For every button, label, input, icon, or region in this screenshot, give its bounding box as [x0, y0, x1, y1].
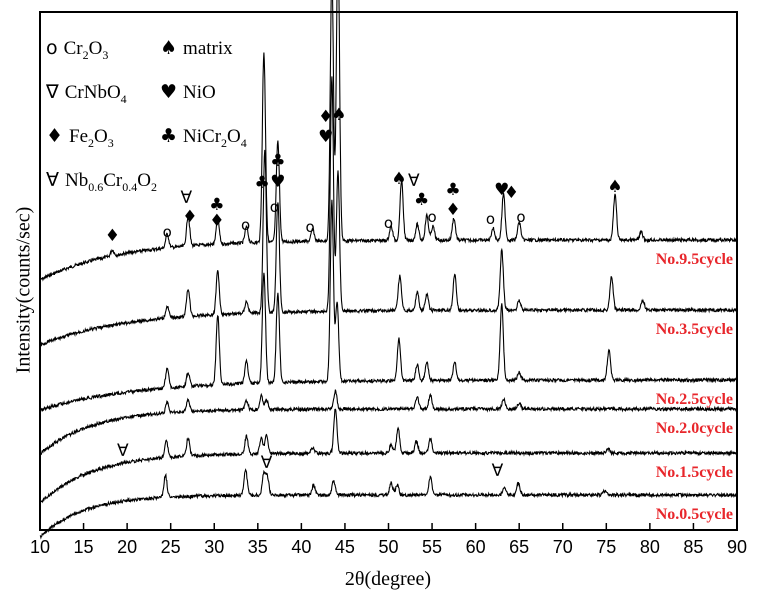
- x-tick-label: 25: [161, 537, 181, 557]
- x-tick-label: 15: [74, 537, 94, 557]
- peak-annotation: ∀: [492, 461, 504, 481]
- peak-annotation: ♦: [504, 183, 519, 203]
- legend-text: CrNbO4: [64, 82, 127, 106]
- series-label: No.0.5cycle: [656, 506, 733, 523]
- y-axis-label: Intensity(counts/sec): [12, 206, 35, 374]
- x-tick-label: 40: [291, 537, 311, 557]
- peak-annotation: ♠: [391, 169, 406, 189]
- peak-annotations-group: ♦ o∀♦♣♦ o♣♣♥oo♦♠♥o♠ ∀♣o♣♦ o♥♦o♠∀∀ ∀: [105, 105, 623, 481]
- x-tick-label: 10: [30, 537, 50, 557]
- peak-annotation: ♦: [445, 200, 460, 220]
- x-tick-label: 75: [596, 537, 616, 557]
- legend-entry: ∇ CrNbO4: [46, 81, 127, 110]
- peak-annotation: o: [516, 208, 525, 226]
- peak-annotation: ♦: [209, 211, 224, 231]
- peak-annotation: ♣: [414, 190, 429, 210]
- peak-annotation: ♠: [331, 105, 346, 125]
- legend-symbol: ∀: [46, 169, 59, 191]
- legend-entry: ♠ matrix: [160, 37, 233, 60]
- x-tick-label: 45: [335, 537, 355, 557]
- x-tick-label: 60: [466, 537, 486, 557]
- peak-annotation: ∀: [181, 188, 193, 208]
- trace-No.9.5cycle: [39, 0, 738, 282]
- legend-entry: o Cr2O3: [46, 37, 108, 66]
- peak-annotation: ∀: [117, 441, 129, 461]
- legend-symbol: ♣: [160, 125, 178, 147]
- x-tick-label: 70: [553, 537, 573, 557]
- peak-annotation: ♣: [445, 180, 460, 200]
- x-tick-label: 20: [117, 537, 137, 557]
- peak-annotation: o: [241, 216, 250, 234]
- peak-annotation: o: [270, 198, 279, 216]
- series-label: No.2.0cycle: [656, 420, 733, 437]
- legend-text: NiO: [183, 82, 216, 103]
- x-tick-label: 30: [204, 537, 224, 557]
- peak-annotation: o: [427, 208, 436, 226]
- trace-No.3.5cycle: [39, 76, 738, 347]
- trace-No.2.0cycle: [39, 389, 738, 456]
- series-label: No.2.5cycle: [656, 391, 733, 408]
- legend-symbol: o: [46, 37, 58, 59]
- x-tick-label: 85: [683, 537, 703, 557]
- legend-text: matrix: [183, 38, 233, 59]
- peak-annotation: ∀: [261, 453, 273, 473]
- peak-annotation: ♥: [318, 127, 333, 147]
- series-label: No.3.5cycle: [656, 321, 733, 338]
- legend-entry: ♥ NiO: [160, 81, 216, 104]
- peak-annotation: o: [486, 210, 495, 228]
- x-tick-label: 35: [248, 537, 268, 557]
- traces-group: [39, 0, 738, 540]
- peak-annotation: o: [305, 218, 314, 236]
- x-tick-label: 80: [640, 537, 660, 557]
- trace-No.2.5cycle: [39, 199, 738, 412]
- peak-annotation: ♣: [255, 173, 270, 193]
- legend-text: NiCr2O4: [183, 126, 247, 150]
- legend-entry: ♣ NiCr2O4: [160, 125, 247, 154]
- trace-No.0.5cycle: [39, 468, 738, 540]
- x-tick-label: 55: [422, 537, 442, 557]
- peak-annotation: o: [384, 214, 393, 232]
- series-labels-group: No.9.5cycle No.3.5cycle No.2.5cycle No.2.0c…: [656, 251, 733, 523]
- x-tick-label: 50: [378, 537, 398, 557]
- legend-text: Nb0.6Cr0.4O2: [65, 170, 157, 194]
- peak-annotation: ♦: [318, 107, 333, 127]
- peak-annotation: o: [163, 223, 172, 241]
- legend-entry: ∀ Nb0.6Cr0.4O2: [46, 169, 157, 198]
- series-label: No.1.5cycle: [656, 464, 733, 481]
- legend-text: Cr2O3: [63, 38, 109, 62]
- peak-annotation: ♣: [209, 195, 224, 215]
- series-label: No.9.5cycle: [656, 251, 733, 268]
- peak-annotation: ∀: [408, 171, 420, 191]
- peak-annotation: ♦: [105, 226, 120, 246]
- legend-symbol: ♥: [160, 81, 178, 103]
- legend-symbol: ♠: [160, 37, 178, 59]
- x-ticks-group: 10 15 20 25 30 35 40 45 50 55 60 65 70 75 80 85 90: [30, 523, 747, 557]
- x-axis-label: 2θ(degree): [344, 568, 432, 590]
- x-tick-label: 90: [727, 537, 747, 557]
- legend-text: Fe2O3: [69, 126, 114, 150]
- peak-annotation: ♦: [182, 207, 197, 227]
- trace-No.1.5cycle: [39, 408, 738, 504]
- x-tick-label: 65: [509, 537, 529, 557]
- peak-annotation: ♥: [270, 172, 285, 192]
- peak-annotation: ♠: [607, 177, 622, 197]
- legend-symbol: ∇: [46, 81, 59, 103]
- peak-annotation: ♥: [494, 180, 509, 200]
- legend-symbol: ♦: [46, 125, 64, 147]
- peak-annotation: ♣: [270, 151, 285, 171]
- legend-entry: ♦ Fe2O3: [46, 125, 114, 154]
